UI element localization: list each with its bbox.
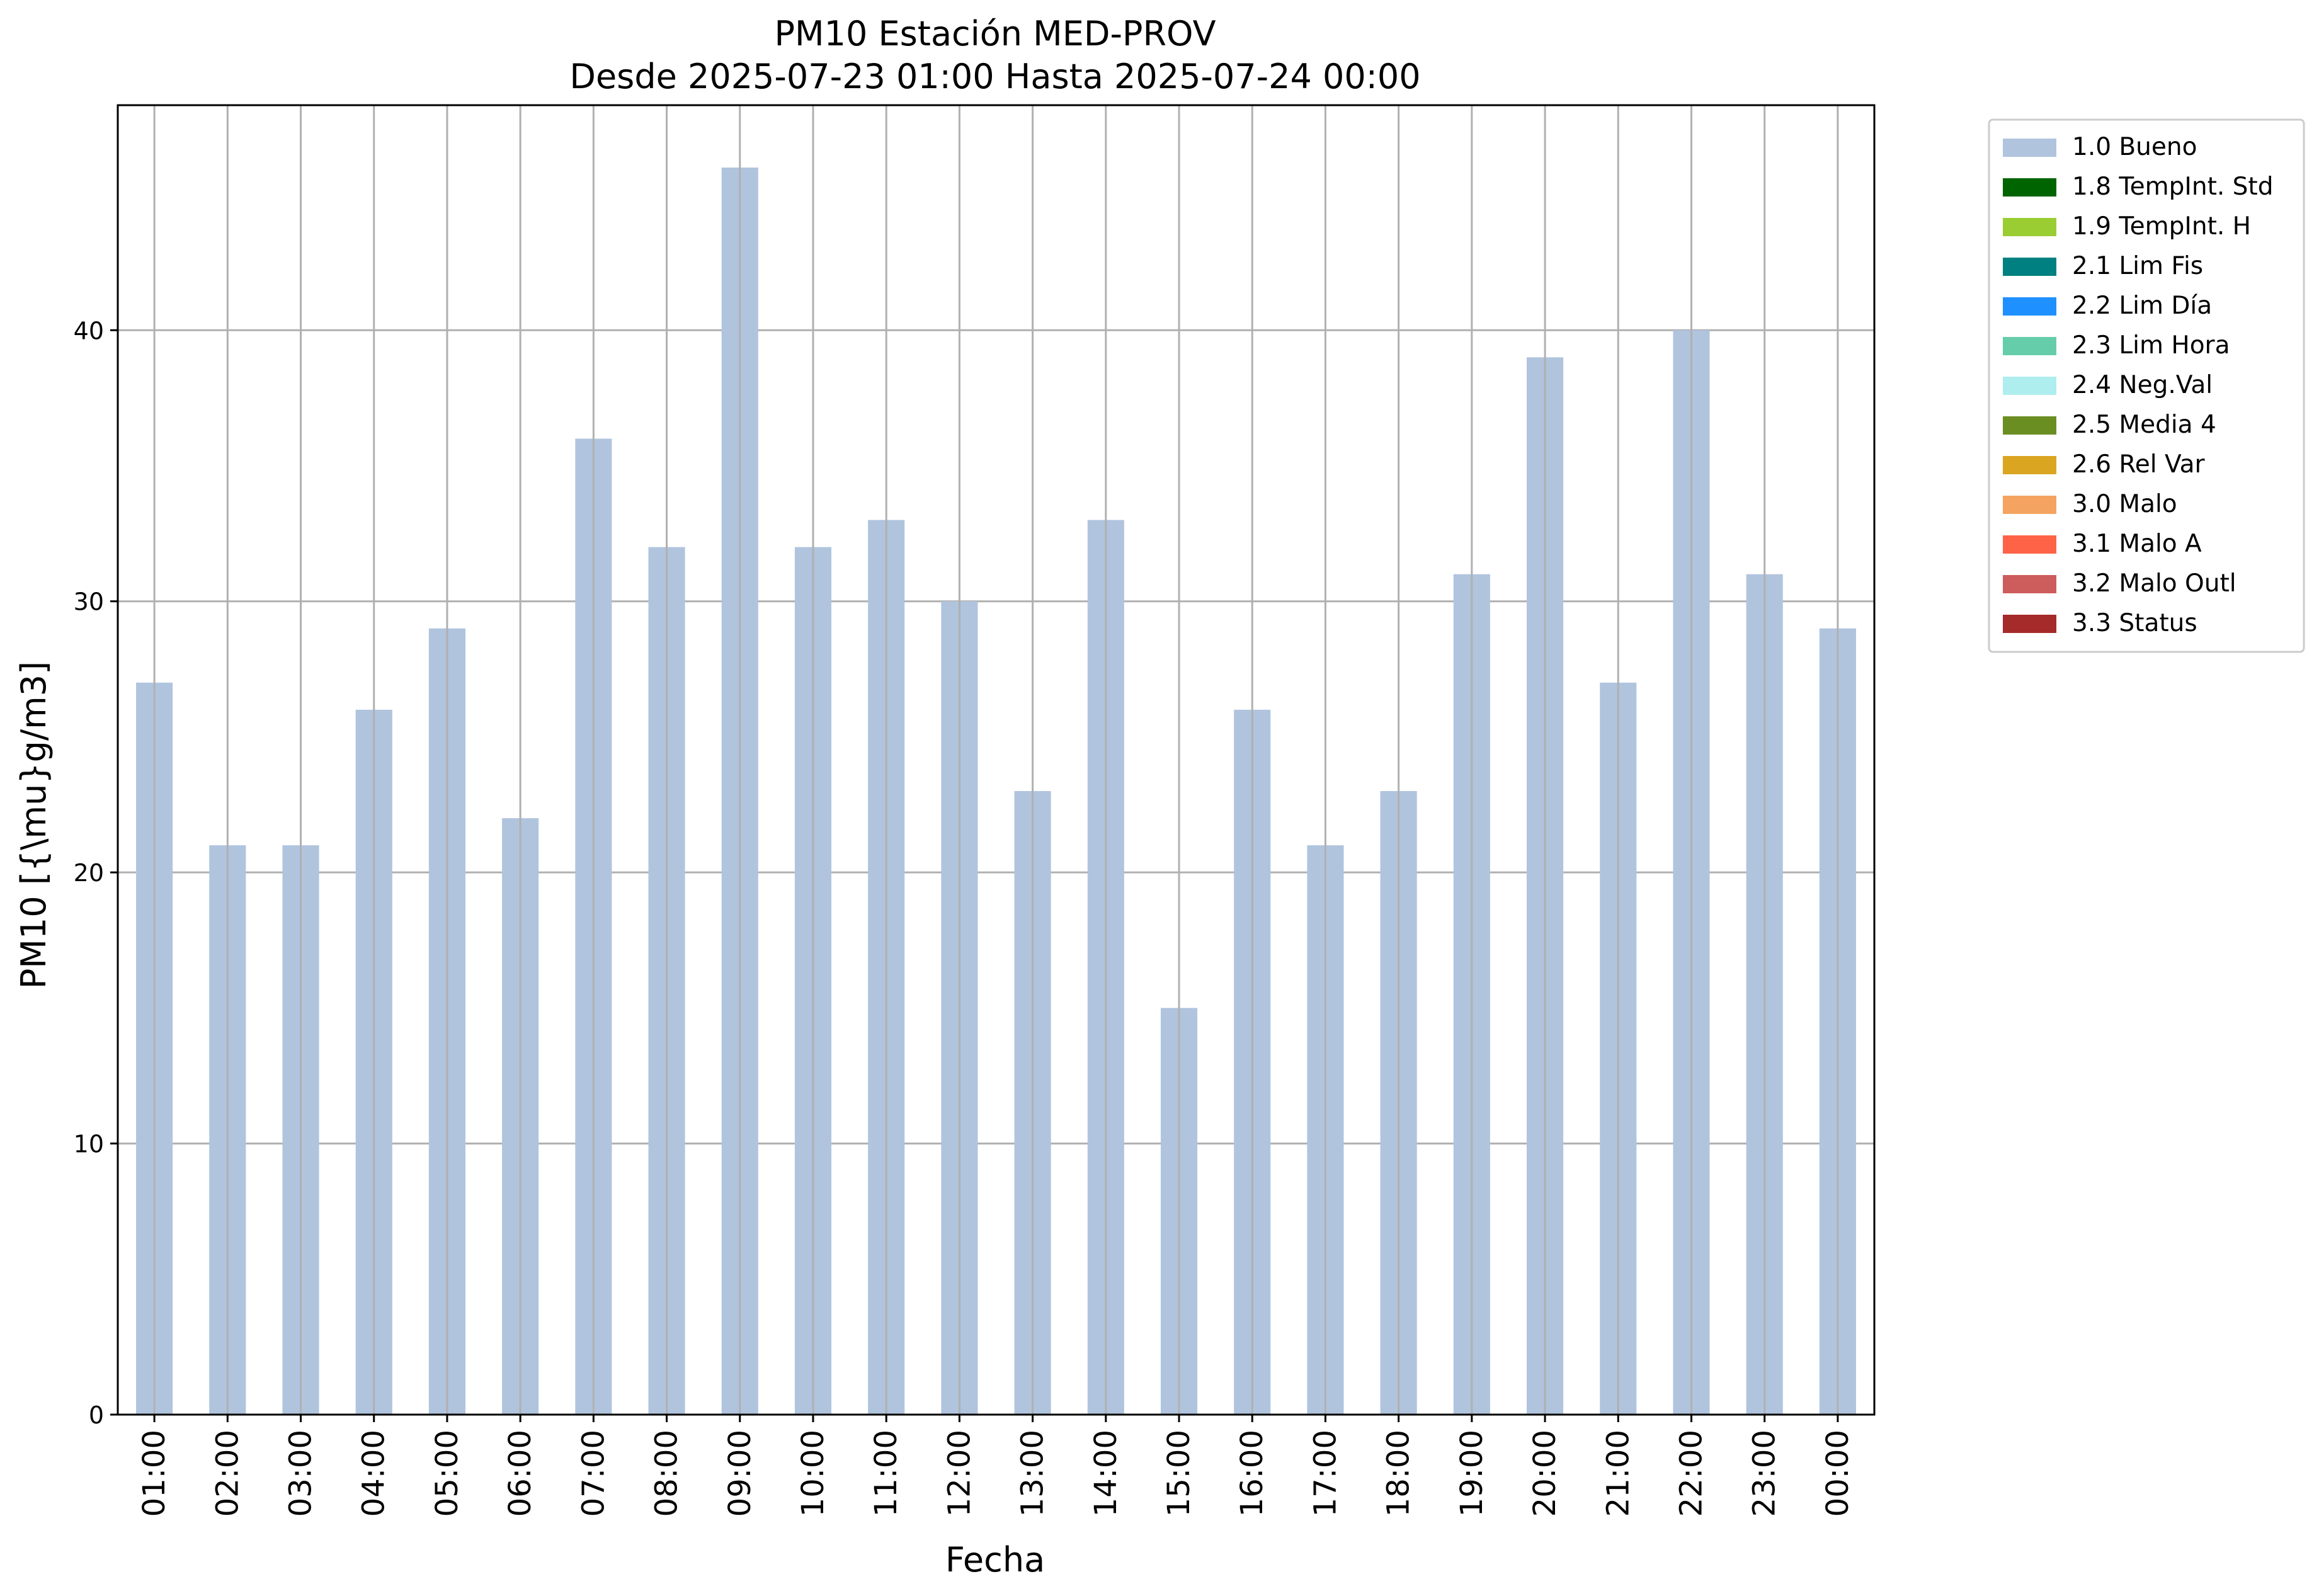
x-tick-label: 16:00	[1234, 1430, 1270, 1517]
legend-entry: 1.8 TempInt. Std	[2072, 173, 2273, 201]
legend-entry: 2.1 Lim Fis	[2072, 252, 2203, 280]
y-tick-label: 20	[74, 859, 104, 887]
legend-entry: 1.9 TempInt. H	[2072, 212, 2251, 241]
x-tick-label: 17:00	[1308, 1430, 1343, 1517]
x-tick-label: 00:00	[1820, 1430, 1855, 1517]
legend-swatch	[2003, 139, 2056, 157]
legend-swatch	[2003, 297, 2056, 316]
legend-frame	[1988, 118, 2305, 653]
legend-swatch	[2003, 416, 2056, 435]
x-tick-label: 03:00	[283, 1430, 319, 1517]
x-tick-label: 11:00	[869, 1430, 904, 1517]
legend-entry: 2.4 Neg.Val	[2072, 371, 2213, 399]
x-tick-label: 18:00	[1381, 1430, 1416, 1517]
legend-entry: 2.3 Lim Hora	[2072, 331, 2230, 360]
x-tick-label: 02:00	[210, 1430, 245, 1517]
x-tick-label: 23:00	[1747, 1430, 1782, 1517]
x-axis-label: Fecha	[945, 1540, 1045, 1580]
legend-swatch	[2003, 575, 2056, 593]
legend-swatch	[2003, 456, 2056, 474]
legend-swatch	[2003, 218, 2056, 236]
x-tick-label: 22:00	[1673, 1430, 1709, 1517]
y-tick-label: 0	[89, 1401, 104, 1429]
y-ticks: 0 10 20 30 40	[74, 317, 118, 1429]
x-tick-label: 06:00	[503, 1430, 538, 1517]
x-tick-label: 09:00	[722, 1430, 758, 1517]
y-axis-label: PM10 [{\mu}g/m3]	[14, 661, 54, 989]
x-tick-label: 10:00	[795, 1430, 831, 1517]
legend-swatch	[2003, 615, 2056, 633]
legend-entry: 3.3 Status	[2072, 609, 2197, 637]
legend-swatch	[2003, 496, 2056, 514]
bars	[136, 105, 1856, 1415]
x-tick-label: 04:00	[356, 1430, 392, 1517]
legend-swatch	[2003, 337, 2056, 355]
legend-swatch	[2003, 178, 2056, 197]
legend-entry: 1.0 Bueno	[2072, 133, 2197, 161]
chart-title: PM10 Estación MED-PROV	[774, 14, 1216, 54]
legend-swatch	[2003, 535, 2056, 554]
legend-entry: 3.2 Malo Outl	[2072, 569, 2236, 598]
x-tick-label: 01:00	[137, 1430, 172, 1517]
y-tick-label: 30	[74, 588, 104, 616]
plot-frame	[117, 104, 1876, 1416]
x-tick-label: 20:00	[1527, 1430, 1563, 1517]
x-tick-label: 08:00	[649, 1430, 685, 1517]
legend-entry: 2.6 Rel Var	[2072, 450, 2206, 479]
legend-entry: 2.2 Lim Día	[2072, 292, 2212, 320]
x-tick-label: 15:00	[1161, 1430, 1197, 1517]
y-tick-label: 10	[74, 1131, 104, 1158]
y-tick-label: 40	[74, 317, 104, 345]
legend-entry: 3.1 Malo A	[2072, 530, 2202, 558]
chart-subtitle: Desde 2025-07-23 01:00 Hasta 2025-07-24 …	[569, 57, 1420, 96]
legend-entry: 3.0 Malo	[2072, 490, 2177, 518]
x-tick-label: 05:00	[430, 1430, 465, 1517]
x-tick-label: 21:00	[1600, 1430, 1636, 1517]
x-ticks: 01:00 02:00 03:00 04:00 05:00 06:00 07:00 08:00…	[137, 1415, 1855, 1517]
legend-swatch	[2003, 377, 2056, 395]
x-tick-label: 12:00	[942, 1430, 977, 1517]
x-tick-label: 14:00	[1088, 1430, 1124, 1517]
x-tick-label: 07:00	[576, 1430, 611, 1517]
legend-swatch	[2003, 258, 2056, 276]
legend-entry: 2.5 Media 4	[2072, 411, 2216, 439]
x-tick-label: 13:00	[1015, 1430, 1051, 1517]
legend: 1.0 Bueno 1.8 TempInt. Std 1.9 TempInt. H 2…	[1988, 118, 2305, 653]
x-tick-label: 19:00	[1454, 1430, 1490, 1517]
